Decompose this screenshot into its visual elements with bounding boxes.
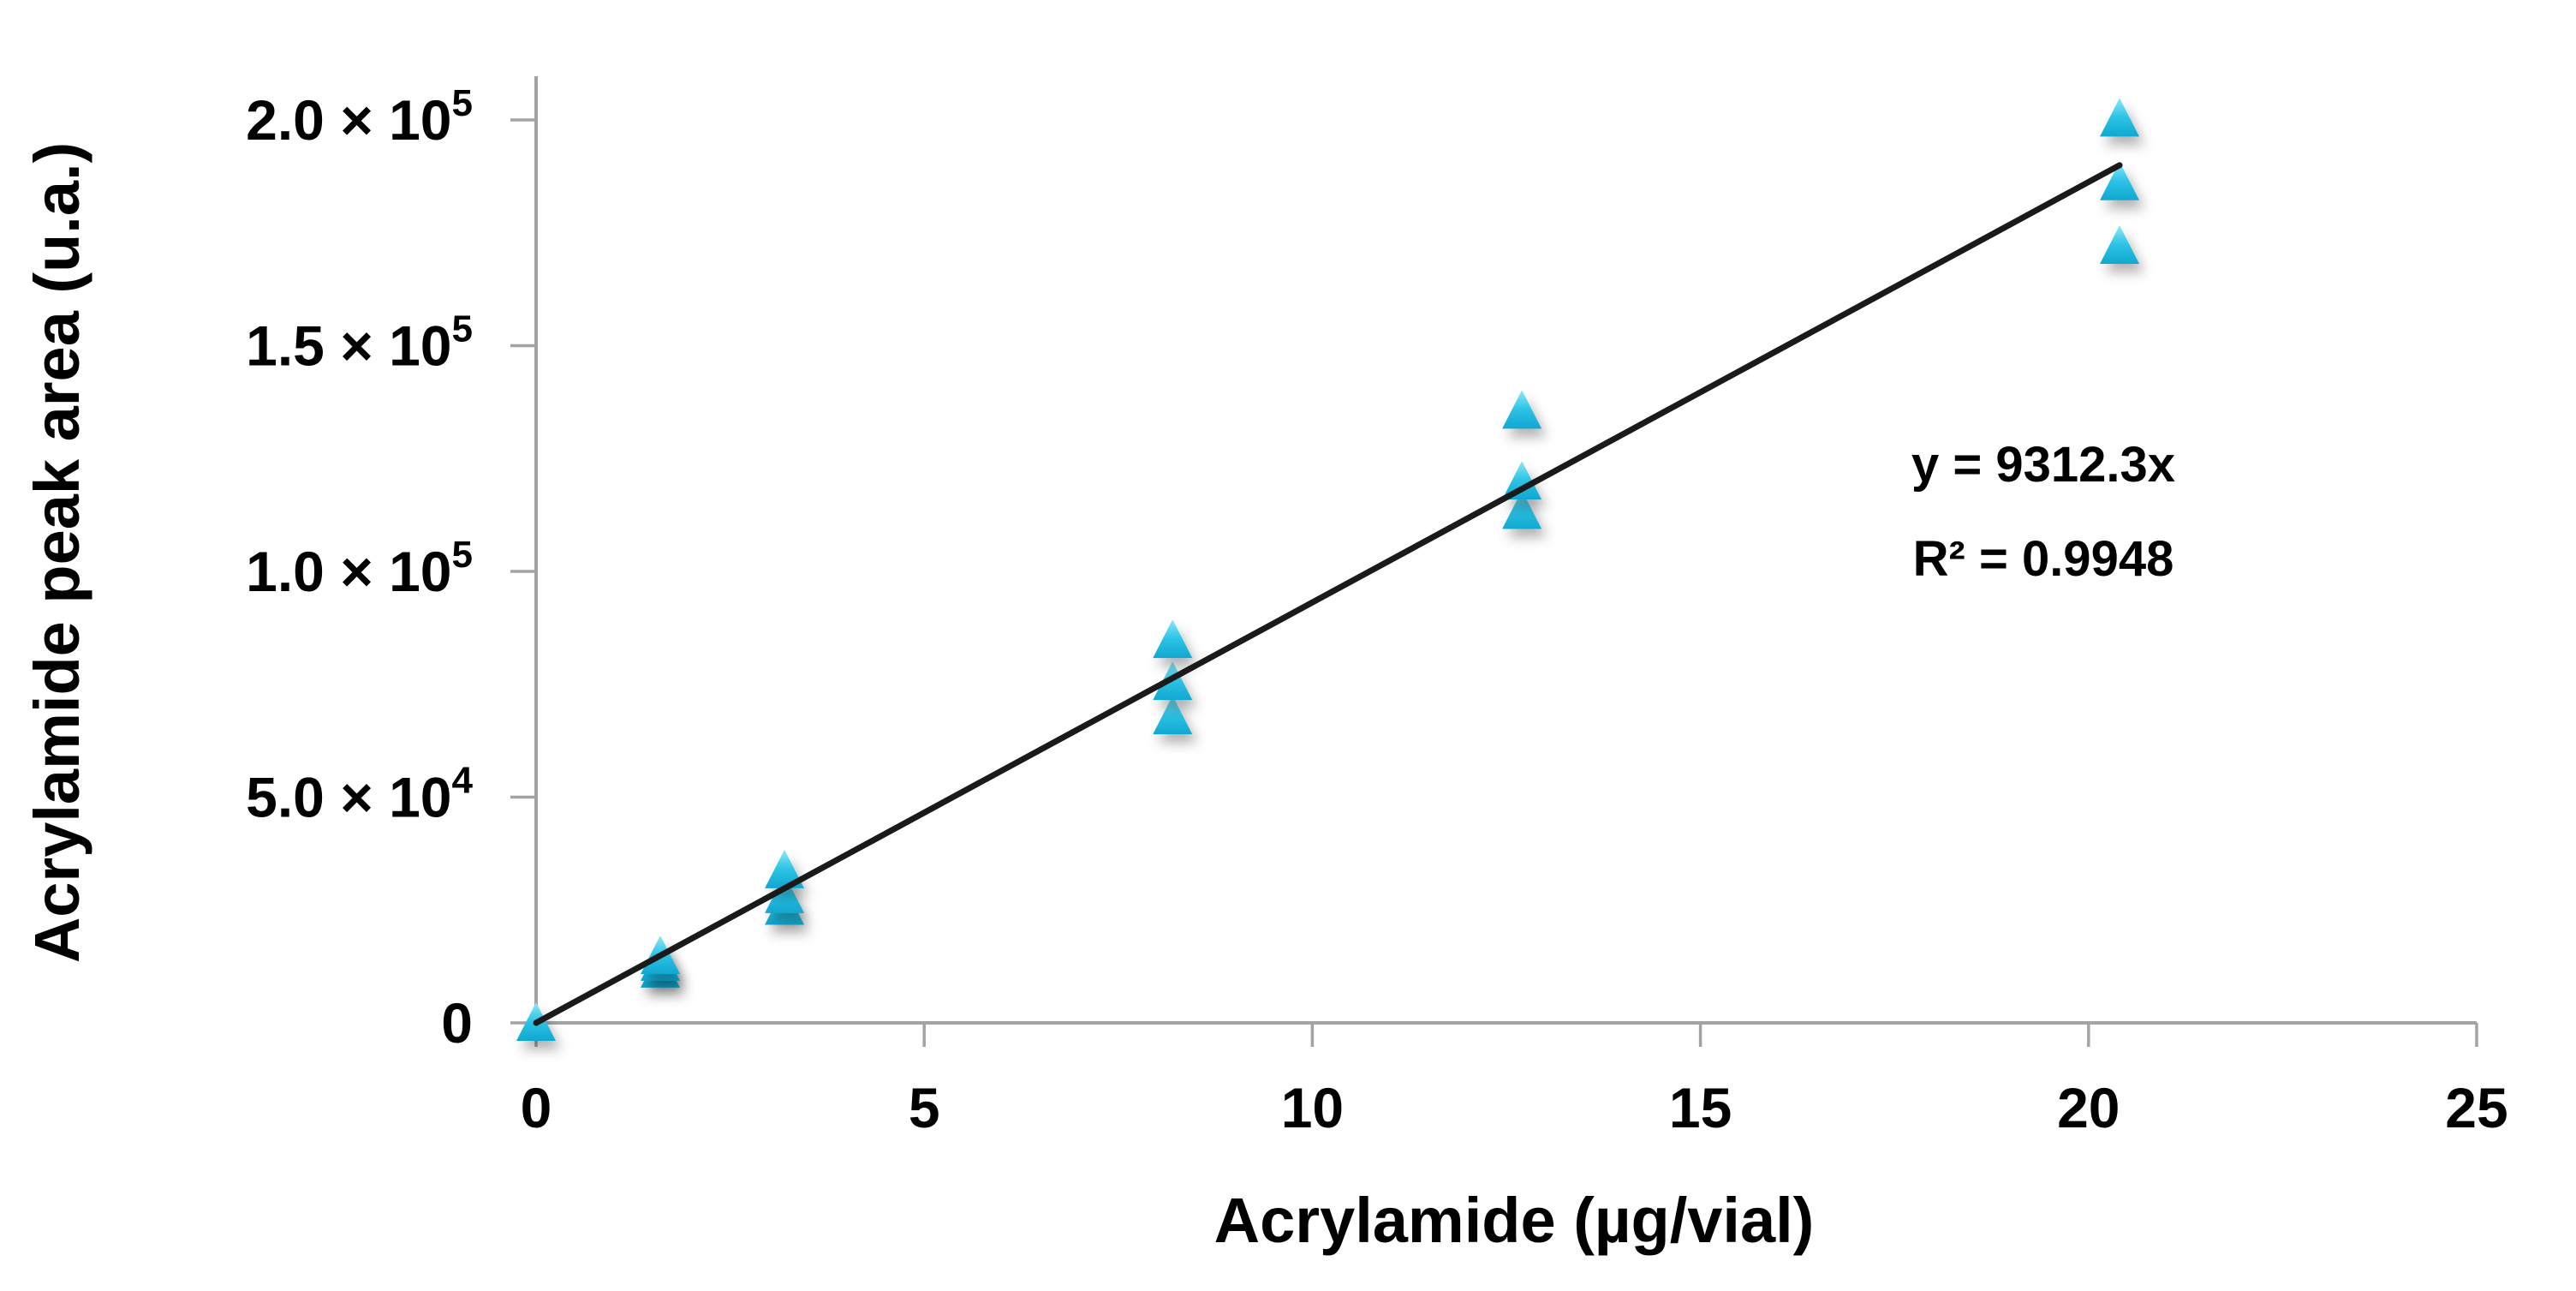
data-point-marker <box>1153 696 1193 735</box>
data-point-marker <box>2100 161 2140 200</box>
data-point-marker <box>1502 490 1542 529</box>
trendline <box>533 162 2123 1026</box>
x-tick-label: 25 <box>2445 1076 2507 1139</box>
y-tick-label: 0 <box>441 991 473 1055</box>
x-axis-title: Acrylamide (µg/vial) <box>1214 1185 1815 1256</box>
plot-area: 0 5 10 15 20 25 0 5.0 × 104 1.0 × 105 1.5 × 105 2.… <box>246 76 2508 1139</box>
y-tick-label: 1.5 × 105 <box>246 308 473 378</box>
data-point-marker <box>2100 98 2140 137</box>
data-point-marker <box>765 874 805 913</box>
trendline-equation-label: y = 9312.3x <box>1911 437 2175 493</box>
data-point-marker <box>1502 461 1542 500</box>
x-tick-label: 5 <box>909 1076 940 1139</box>
data-point-marker <box>1502 390 1542 429</box>
x-tick-label: 15 <box>1669 1076 1732 1139</box>
data-point-marker <box>1153 619 1193 659</box>
y-axis-title: Acrylamide peak area (u.a.) <box>21 142 92 963</box>
y-tick-label: 1.0 × 105 <box>246 534 473 603</box>
x-tick-label: 10 <box>1281 1076 1344 1139</box>
data-point-marker <box>765 849 805 888</box>
data-point-marker <box>2100 225 2140 265</box>
x-tick-label: 20 <box>2057 1076 2120 1139</box>
x-tick-label: 0 <box>521 1076 552 1139</box>
y-tick-label: 2.0 × 105 <box>246 82 473 152</box>
trendline-r-squared-label: R² = 0.9948 <box>1913 531 2174 587</box>
y-tick-label: 5.0 × 104 <box>246 760 473 829</box>
